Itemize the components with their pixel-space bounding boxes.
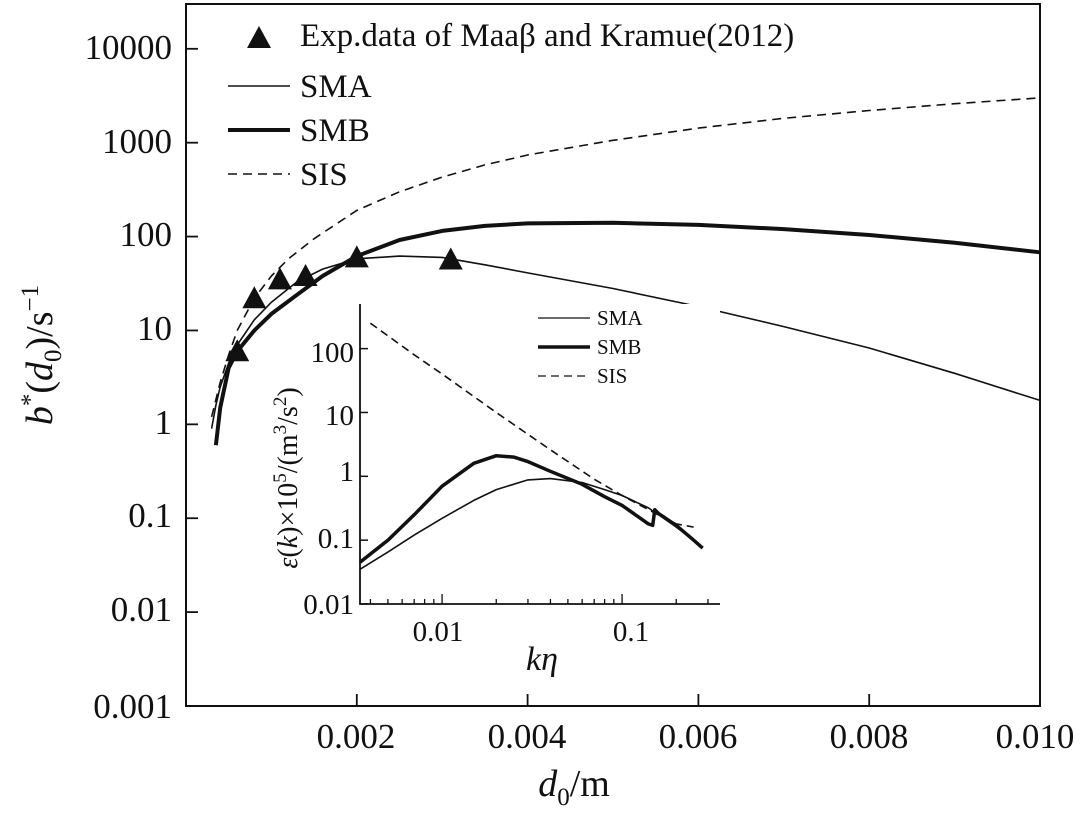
exp-data-point	[267, 267, 292, 290]
main-legend: Exp.data of Maaβ and Kramue(2012) SMA SM…	[228, 18, 794, 193]
legend-triangle-marker	[247, 26, 271, 48]
main-x-tick-label: 0.008	[830, 717, 909, 756]
main-y-axis-label: b*(d0)/s−1	[17, 285, 67, 425]
inset-legend-label-smb: SMB	[597, 335, 641, 359]
inset-y-tick-label: 0.1	[318, 523, 354, 555]
series-line-smb	[213, 220, 1041, 446]
inset-legend: SMA SMB SIS	[538, 306, 643, 388]
legend-label-exp-data: Exp.data of Maaβ and Kramue(2012)	[300, 18, 794, 54]
main-y-tick-labels: 10000 1000 100 10 1 0.1 0.01 0.001	[85, 28, 173, 726]
main-x-axis-label: d0/m	[538, 763, 610, 811]
series-line-sis	[210, 97, 1041, 418]
legend-label-smb: SMB	[300, 113, 370, 149]
main-y-tick-label: 10	[137, 309, 172, 348]
inset-y-tick-label: 100	[311, 337, 355, 369]
inset-plot-background	[360, 304, 720, 604]
inset-y-tick-labels: 0.01 0.1 1 10 100	[303, 337, 354, 621]
inset-series-line-smb	[358, 453, 704, 564]
inset-y-tick-label: 1	[340, 456, 355, 488]
legend-label-sma: SMA	[300, 69, 372, 105]
legend-label-sis: SIS	[300, 157, 348, 193]
inset-y-tick-label: 10	[325, 400, 354, 432]
inset-axes	[359, 304, 720, 605]
main-x-tick-label: 0.004	[488, 717, 567, 756]
main-y-tick-label: 0.001	[93, 687, 172, 726]
inset-x-tick-labels: 0.01 0.1	[413, 616, 650, 648]
main-y-tick-label: 1000	[102, 122, 172, 161]
inset-series-line-sis	[369, 322, 694, 528]
inset-x-axis-label: kη	[526, 641, 558, 678]
main-plot-frame	[185, 3, 1041, 707]
main-x-tick-label: 0.010	[996, 717, 1075, 756]
main-y-tick-label: 10000	[85, 28, 173, 67]
main-y-tick-label: 1	[155, 403, 173, 442]
inset-legend-label-sma: SMA	[597, 306, 643, 330]
main-y-tick-label: 100	[120, 215, 173, 254]
main-x-tick-labels: 0.002 0.004 0.006 0.008 0.010	[317, 717, 1075, 756]
inset-x-tick-label: 0.1	[613, 616, 649, 648]
inset-x-tick-label: 0.01	[413, 616, 464, 648]
inset-y-axis-label: ε(k)×105/(m3/s2)	[270, 387, 304, 568]
main-y-tick-label: 0.1	[128, 496, 172, 535]
main-y-tick-label: 0.01	[111, 590, 172, 629]
inset-legend-label-sis: SIS	[597, 364, 627, 388]
main-x-tick-label: 0.006	[659, 717, 738, 756]
main-x-tick-label: 0.002	[317, 717, 396, 756]
inset-y-tick-label: 0.01	[303, 589, 354, 621]
series-line-sma	[210, 255, 1041, 429]
